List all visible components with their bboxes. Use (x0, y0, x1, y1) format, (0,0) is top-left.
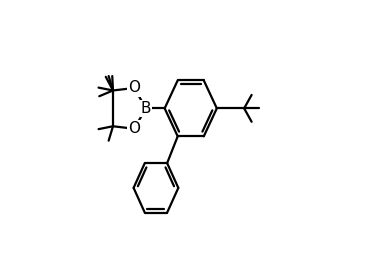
Text: O: O (128, 121, 140, 136)
Text: O: O (128, 81, 140, 96)
Text: B: B (141, 101, 151, 116)
